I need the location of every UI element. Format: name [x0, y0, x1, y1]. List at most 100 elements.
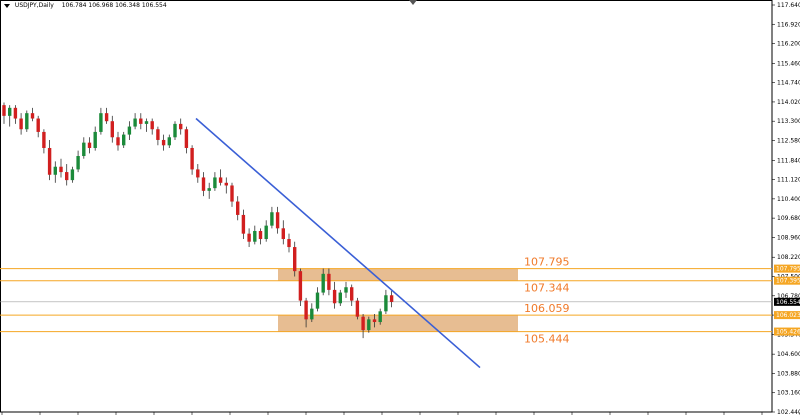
- candle-body: [161, 139, 166, 146]
- axis-label: 116.200: [777, 41, 800, 48]
- level-axis-tag-2: [774, 311, 800, 320]
- candle: [179, 118, 183, 135]
- candle: [281, 220, 285, 245]
- candle-body: [184, 129, 189, 148]
- candle-body: [127, 126, 132, 135]
- candle: [367, 316, 371, 333]
- candle-body: [258, 230, 263, 240]
- candle: [327, 268, 331, 296]
- candle: [104, 107, 109, 124]
- candle-body: [247, 233, 251, 242]
- candle-body: [298, 271, 303, 301]
- candle: [350, 284, 354, 306]
- candle-body: [218, 177, 223, 183]
- candle-body: [167, 137, 171, 146]
- candle: [42, 129, 46, 154]
- candle-body: [42, 131, 46, 148]
- candle: [25, 110, 29, 132]
- candle: [110, 115, 114, 143]
- candle: [82, 137, 86, 159]
- candle: [304, 297, 308, 328]
- candle-body: [350, 287, 354, 301]
- candle-body: [372, 319, 377, 323]
- candle-body: [87, 142, 92, 148]
- zone-1: [278, 315, 518, 332]
- candle: [355, 297, 360, 320]
- axis-label: 110.400: [777, 196, 800, 203]
- trendline: [195, 117, 481, 369]
- candle: [258, 228, 263, 245]
- candle: [76, 150, 80, 173]
- candle: [372, 313, 377, 328]
- candle-body: [116, 137, 120, 146]
- candle: [241, 209, 246, 240]
- candle-body: [196, 169, 200, 178]
- candle: [321, 268, 325, 296]
- candle-body: [139, 118, 143, 124]
- candle: [47, 139, 52, 181]
- candle: [53, 161, 57, 183]
- candle: [144, 118, 149, 132]
- candle: [213, 172, 217, 191]
- candle-body: [65, 172, 69, 181]
- collapse-arrow-icon[interactable]: [409, 0, 417, 5]
- candle: [298, 268, 303, 306]
- candle-body: [8, 107, 12, 116]
- candle-body: [378, 311, 382, 323]
- candle: [384, 289, 388, 314]
- candle-body: [93, 131, 97, 148]
- level-label-2: 106.059: [524, 302, 570, 315]
- candle: [156, 126, 160, 146]
- candle: [247, 228, 251, 248]
- axis-label: 113.300: [777, 118, 800, 125]
- candle: [99, 107, 103, 135]
- candle-body: [47, 147, 52, 175]
- axis-label: 103.160: [777, 390, 800, 397]
- candle: [122, 131, 126, 148]
- candle-body: [213, 177, 217, 189]
- candle: [315, 287, 320, 312]
- current-price-tag-label: 106.554: [776, 299, 800, 306]
- candle-body: [236, 201, 240, 215]
- candle-body: [30, 113, 35, 119]
- axis-label: 109.680: [777, 215, 800, 222]
- level-label-0: 107.795: [524, 256, 570, 269]
- candle-body: [281, 228, 285, 240]
- candle: [196, 164, 200, 183]
- candle-body: [327, 273, 331, 290]
- candle-body: [270, 212, 274, 226]
- candle-body: [321, 273, 325, 293]
- dropdown-triangle-icon[interactable]: [4, 3, 10, 8]
- candle-body: [338, 292, 342, 304]
- level-label-1: 107.344: [524, 282, 570, 295]
- candle-body: [201, 177, 206, 191]
- candle: [224, 177, 228, 194]
- axis-label: 117.640: [777, 2, 800, 9]
- candle: [253, 225, 257, 245]
- axis-label: 106.780: [777, 293, 800, 300]
- candle-body: [384, 295, 388, 312]
- candle-body: [36, 118, 40, 132]
- candle: [389, 290, 394, 308]
- candle-body: [361, 316, 365, 331]
- chart-title: USDJPY,Daily 106.784 106.968 106.348 106…: [4, 2, 167, 9]
- candle: [207, 182, 211, 199]
- axis-label: 114.740: [777, 80, 800, 87]
- candle-body: [190, 147, 194, 170]
- candle: [2, 102, 6, 124]
- axis-label: 108.960: [777, 234, 800, 241]
- candle-body: [224, 182, 228, 186]
- candle-body: [133, 118, 137, 127]
- candle: [236, 196, 240, 221]
- candle-body: [264, 225, 268, 240]
- candle-body: [13, 107, 18, 119]
- axis-label: 111.840: [777, 157, 800, 164]
- candle: [87, 137, 92, 154]
- candle: [293, 241, 297, 277]
- candle-body: [275, 212, 280, 229]
- candle-body: [389, 295, 394, 302]
- candle-body: [122, 134, 126, 146]
- axis-label: 115.460: [777, 60, 800, 67]
